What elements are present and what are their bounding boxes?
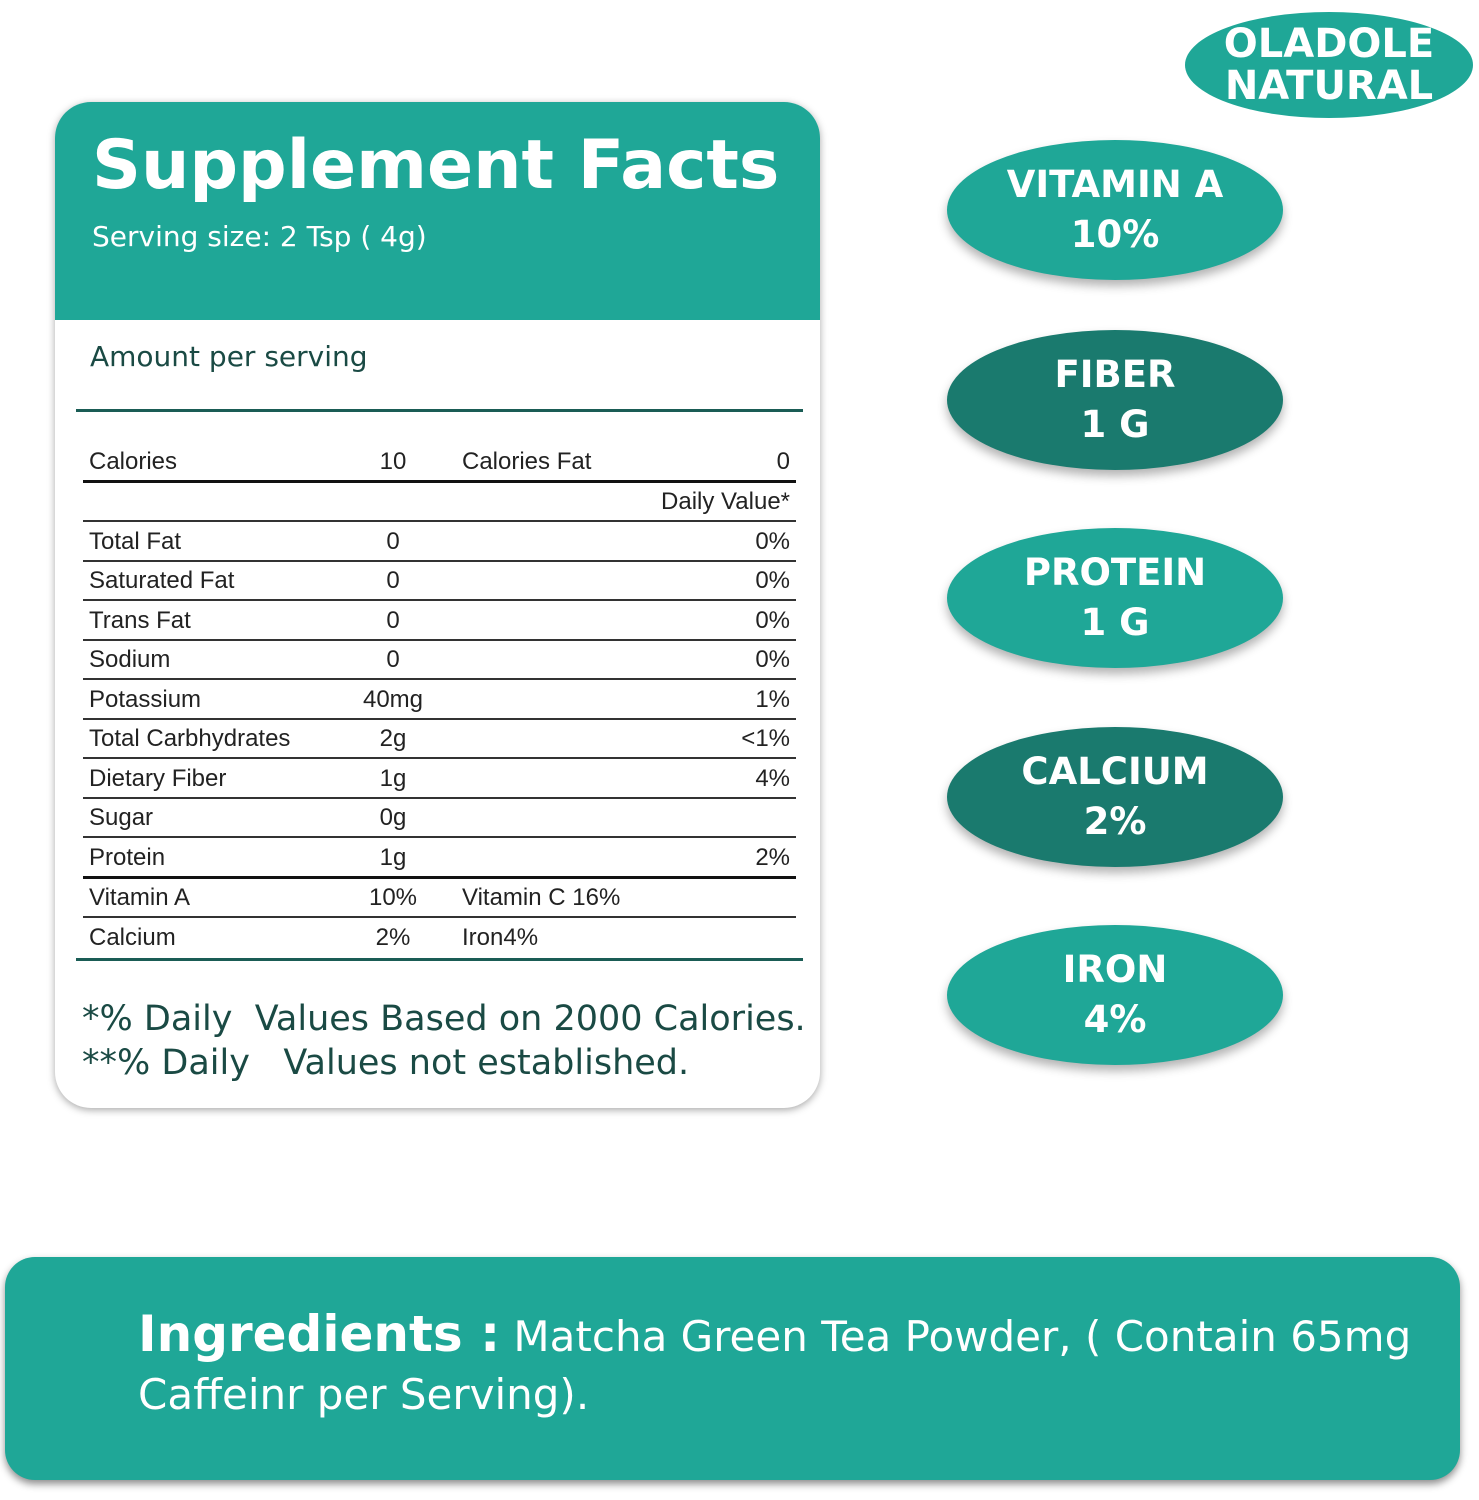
cell-c1: Calories (89, 447, 178, 475)
table-row: Saturated Fat 0 0% (83, 562, 796, 601)
supplement-facts-card: Supplement Facts Serving size: 2 Tsp ( 4… (55, 102, 820, 1108)
divider (76, 958, 803, 961)
card-header: Supplement Facts Serving size: 2 Tsp ( 4… (55, 102, 820, 320)
cell-c1: Protein (89, 843, 166, 871)
facts-table: Calories 10 Calories Fat 0 Daily Value* Total… (83, 442, 796, 956)
cell-c4: 2% (755, 843, 790, 871)
badge-label: VITAMIN A (1006, 163, 1224, 206)
cell-c2: 0 (386, 527, 400, 555)
serving-size: Serving size: 2 Tsp ( 4g) (92, 220, 427, 253)
cell-c1: Potassium (89, 685, 202, 713)
highlight-badge: PROTEIN 1 G (947, 528, 1283, 668)
badge-label: IRON (1062, 948, 1168, 991)
table-row: Total Carbhydrates 2g <1% (83, 720, 796, 759)
table-row: Vitamin A 10% Vitamin C 16% (83, 879, 796, 918)
cell-c4: <1% (741, 725, 790, 752)
table-row: Calories 10 Calories Fat 0 (83, 442, 796, 483)
cell-c2: 0 (386, 567, 400, 594)
footnotes: *% Daily Values Based on 2000 Calories. *… (82, 997, 806, 1085)
highlight-badge: CALCIUM 2% (947, 727, 1283, 867)
brand-logo: OLADOLE NATURAL (1185, 12, 1473, 118)
cell-c1: Trans Fat (89, 606, 191, 634)
cell-c2: 2g (379, 725, 407, 752)
highlight-badge: FIBER 1 G (947, 330, 1283, 470)
footnote: **% Daily Values not established. (82, 1043, 690, 1083)
footnote: *% Daily Values Based on 2000 Calories. (82, 999, 806, 1039)
table-row: Calcium 2% Iron4% (83, 918, 796, 956)
cell-c2: 10 (379, 447, 407, 475)
cell-c1: Vitamin A (89, 884, 190, 911)
cell-c4: 0% (755, 567, 790, 594)
badge-value: 1 G (1080, 601, 1150, 644)
cell-c4: 0% (755, 527, 790, 555)
table-row: Dietary Fiber 1g 4% (83, 759, 796, 799)
badge-label: PROTEIN (1023, 551, 1207, 594)
brand-line1: OLADOLE (1223, 21, 1435, 67)
cell-c2: 1g (379, 764, 407, 792)
cell-c1: Total Carbhydrates (89, 725, 291, 752)
ingredients-text: Matcha Green Tea Powder, ( Contain 65mg … (138, 1312, 1412, 1419)
cell-c4: 0% (755, 606, 790, 634)
ingredients-box: Ingredients : Matcha Green Tea Powder, (… (5, 1257, 1460, 1480)
table-row: Sodium 0 0% (83, 641, 796, 680)
badge-value: 10% (1070, 213, 1160, 256)
table-row: Trans Fat 0 0% (83, 601, 796, 641)
cell-c4: 0 (776, 447, 790, 475)
cell-c1: Dietary Fiber (89, 764, 227, 792)
cell-c1: Calcium (89, 923, 176, 951)
cell-c3: Vitamin C 16% (462, 884, 621, 911)
cell-c4: 4% (755, 764, 790, 792)
cell-c1: Sodium (89, 646, 171, 673)
cell-c3: Iron4% (462, 923, 539, 951)
cell-c4: 0% (755, 646, 790, 673)
cell-c1: Saturated Fat (89, 567, 235, 594)
ingredients-label: Ingredients : (138, 1305, 501, 1363)
facts-title: Supplement Facts (92, 126, 780, 205)
badge-label: FIBER (1054, 353, 1176, 396)
amount-per-serving: Amount per serving (90, 340, 368, 373)
divider (76, 409, 803, 412)
cell-c2: 0 (386, 606, 400, 634)
highlight-badge: VITAMIN A 10% (947, 140, 1283, 280)
table-row: Daily Value* (83, 483, 796, 522)
badge-value: 2% (1083, 800, 1147, 843)
cell-c3: Calories Fat (462, 447, 592, 475)
table-row: Protein 1g 2% (83, 838, 796, 879)
cell-c1: Sugar (89, 804, 154, 831)
cell-c1: Total Fat (89, 527, 182, 555)
table-row: Potassium 40mg 1% (83, 680, 796, 720)
cell-c2: 10% (368, 884, 418, 911)
badge-value: 1 G (1080, 403, 1150, 446)
cell-c2: 1g (379, 843, 407, 871)
table-row: Total Fat 0 0% (83, 522, 796, 562)
table-row: Sugar 0g (83, 799, 796, 838)
cell-c2: 0 (386, 646, 400, 673)
cell-c4: 1% (755, 685, 790, 713)
badge-label: CALCIUM (1021, 750, 1209, 793)
cell-c2: 40mg (362, 685, 424, 713)
cell-c2: 2% (375, 923, 411, 951)
cell-c4: Daily Value* (661, 488, 790, 515)
highlight-badge: IRON 4% (947, 925, 1283, 1065)
badge-value: 4% (1083, 998, 1147, 1041)
brand-line2: NATURAL (1224, 63, 1434, 109)
cell-c2: 0g (379, 804, 407, 831)
